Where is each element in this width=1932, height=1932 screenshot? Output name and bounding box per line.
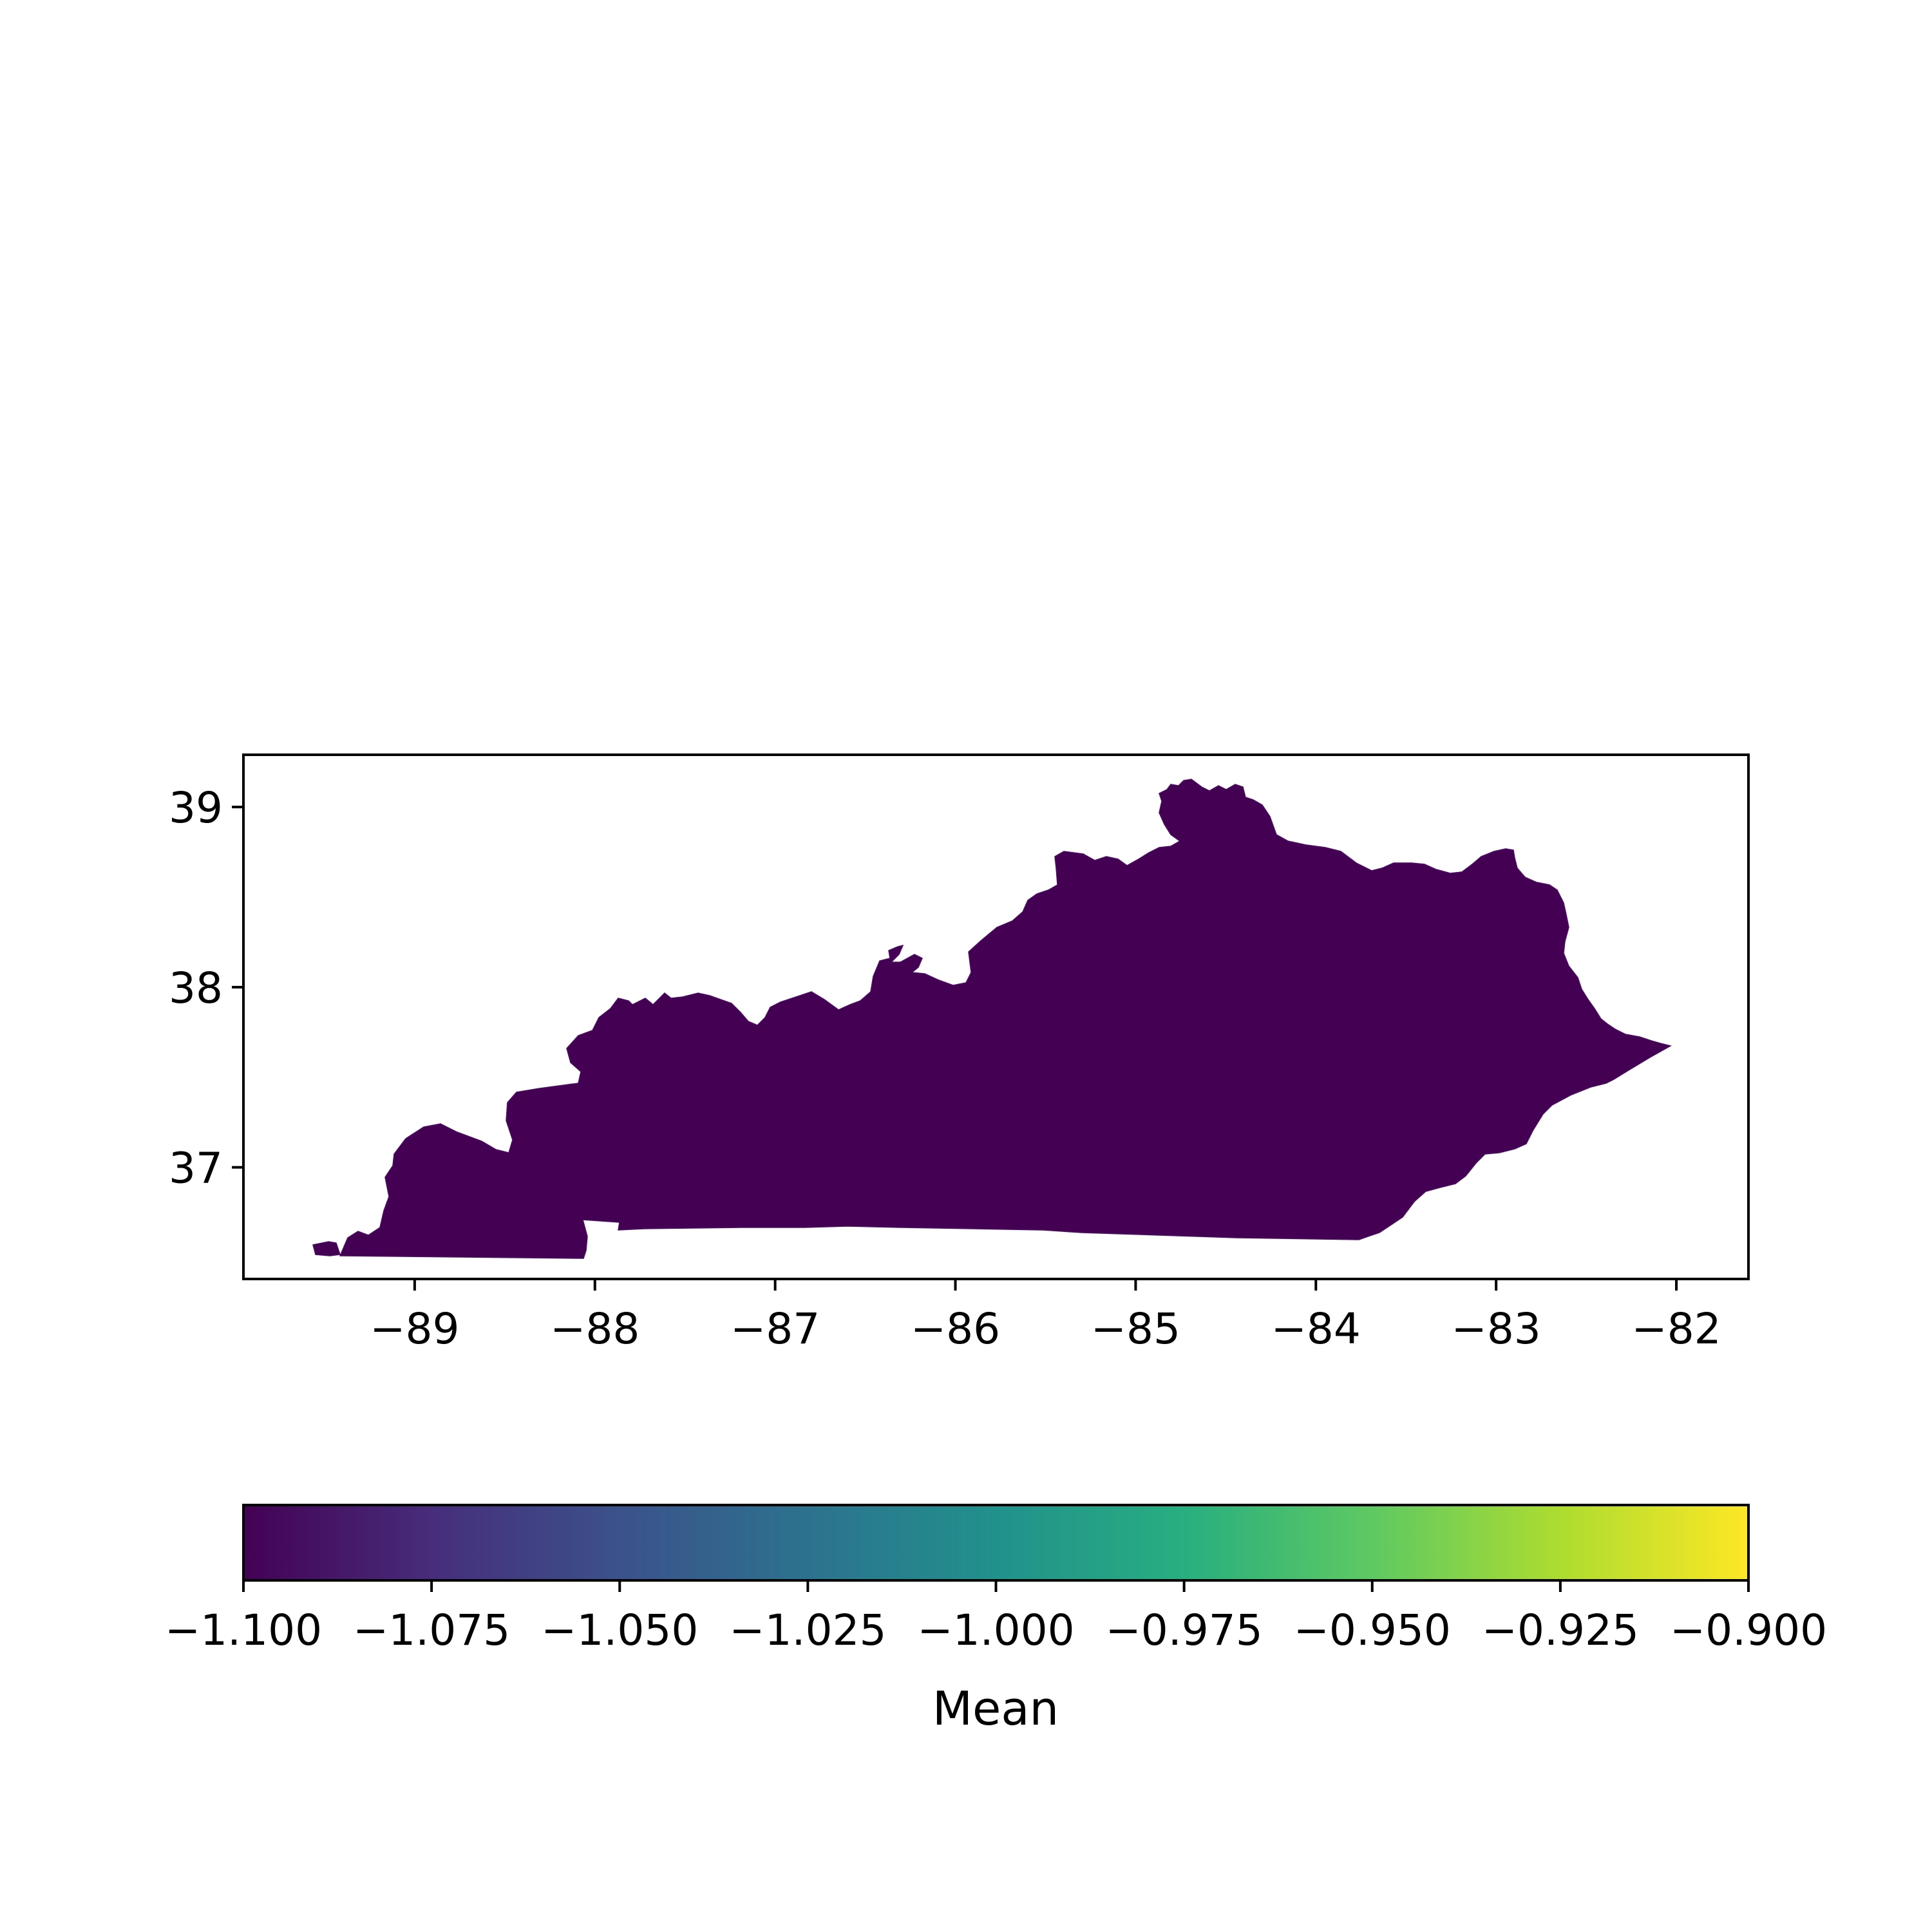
x-tick-label: −88 (550, 1304, 639, 1354)
x-axis: −89 −88 −87 −86 −85 −84 −83 −82 (370, 1279, 1721, 1354)
colorbar-tick-label: −0.900 (1670, 1605, 1827, 1655)
y-tick-label: 38 (169, 963, 223, 1013)
x-tick-label: −86 (911, 1304, 1000, 1354)
x-tick-label: −82 (1631, 1304, 1721, 1354)
colorbar-axis: −1.100 −1.075 −1.050 −1.025 −1.000 −0.975 −0.9… (165, 1580, 1827, 1655)
x-tick-label: −87 (730, 1304, 820, 1354)
x-tick-label: −89 (370, 1304, 459, 1354)
y-axis: 37 38 39 (169, 783, 243, 1193)
x-tick-label: −85 (1091, 1304, 1180, 1354)
colorbar-tick-label: −1.025 (729, 1605, 886, 1655)
colorbar-tick-label: −0.950 (1294, 1605, 1451, 1655)
y-tick-label: 37 (169, 1144, 223, 1193)
x-tick-label: −84 (1271, 1304, 1361, 1354)
colorbar-tick-label: −0.925 (1482, 1605, 1639, 1655)
x-tick-label: −83 (1452, 1304, 1541, 1354)
colorbar: −1.100 −1.075 −1.050 −1.025 −1.000 −0.975 −0.9… (165, 1504, 1827, 1736)
kentucky-shape (312, 779, 1672, 1259)
colorbar-tick-label: −1.100 (165, 1605, 322, 1655)
colorbar-tick-label: −0.975 (1106, 1605, 1263, 1655)
colorbar-tick-label: −1.000 (917, 1605, 1074, 1655)
colorbar-tick-label: −1.075 (353, 1605, 510, 1655)
colorbar-gradient (242, 1504, 1750, 1582)
y-tick-label: 39 (169, 783, 223, 833)
map-axes-frame (242, 753, 1750, 1280)
map-axes: −89 −88 −87 −86 −85 −84 −83 −82 37 38 39 (169, 753, 1750, 1354)
colorbar-tick-label: −1.050 (541, 1605, 698, 1655)
colorbar-label: Mean (933, 1681, 1059, 1736)
